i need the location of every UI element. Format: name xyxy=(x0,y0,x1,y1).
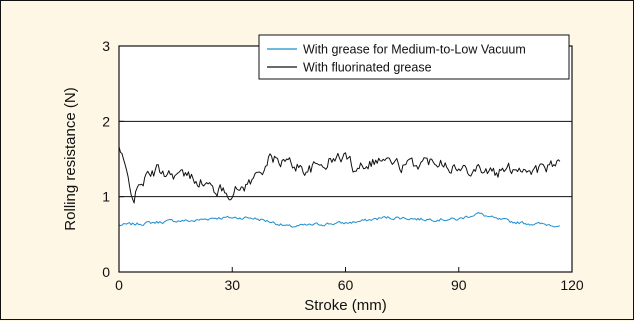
plot-area xyxy=(119,46,572,272)
y-tick-label: 0 xyxy=(102,264,110,280)
series-line-1 xyxy=(118,211,561,228)
x-tick-label: 0 xyxy=(115,277,123,293)
y-tick-label: 3 xyxy=(102,38,110,54)
y-tick-label: 1 xyxy=(102,189,110,205)
y-tick-label: 2 xyxy=(102,113,110,129)
legend-label: With fluorinated grease xyxy=(303,61,432,75)
legend: With grease for Medium-to-Low Vacuum With… xyxy=(258,34,570,80)
x-tick-label: 120 xyxy=(560,277,584,293)
series-line-2 xyxy=(118,146,561,204)
x-axis-label: Stroke (mm) xyxy=(304,297,387,314)
gridlines xyxy=(119,120,572,198)
legend-label: With grease for Medium-to-Low Vacuum xyxy=(303,43,526,57)
x-tick-label: 30 xyxy=(224,277,240,293)
x-tick-label: 60 xyxy=(338,277,354,293)
series-layer xyxy=(118,146,561,228)
ticks: 0 30 60 90 120 0 1 2 3 xyxy=(102,38,584,293)
legend-box xyxy=(258,34,570,80)
y-axis-label: Rolling resistance (N) xyxy=(62,87,79,230)
x-tick-label: 90 xyxy=(451,277,467,293)
